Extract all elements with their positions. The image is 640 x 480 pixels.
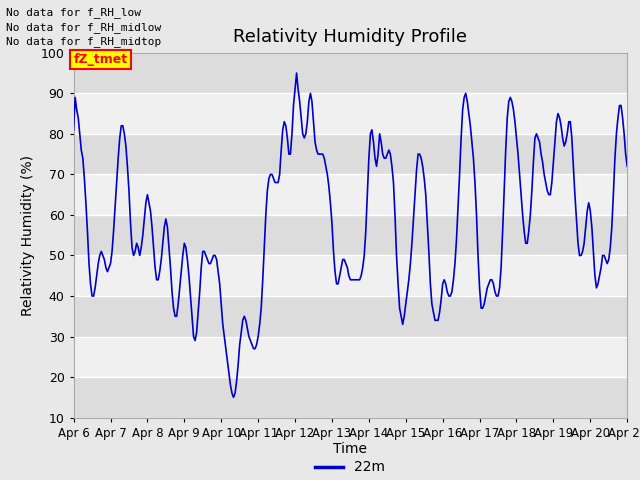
- X-axis label: Time: Time: [333, 443, 367, 456]
- Legend: 22m: 22m: [310, 455, 391, 480]
- Bar: [74, 336, 627, 377]
- Bar: [74, 174, 627, 215]
- Bar: [74, 255, 627, 296]
- Bar: [74, 296, 627, 336]
- Text: fZ_tmet: fZ_tmet: [74, 53, 128, 66]
- Text: No data for f_RH_midlow: No data for f_RH_midlow: [6, 22, 162, 33]
- Bar: [74, 53, 627, 93]
- Bar: [74, 377, 627, 418]
- Bar: [74, 93, 627, 134]
- Bar: [74, 215, 627, 255]
- Y-axis label: Relativity Humidity (%): Relativity Humidity (%): [21, 155, 35, 316]
- Bar: [74, 134, 627, 174]
- Title: Relativity Humidity Profile: Relativity Humidity Profile: [234, 28, 467, 46]
- Text: No data for f_RH_low: No data for f_RH_low: [6, 7, 141, 18]
- Text: No data for f_RH_midtop: No data for f_RH_midtop: [6, 36, 162, 47]
